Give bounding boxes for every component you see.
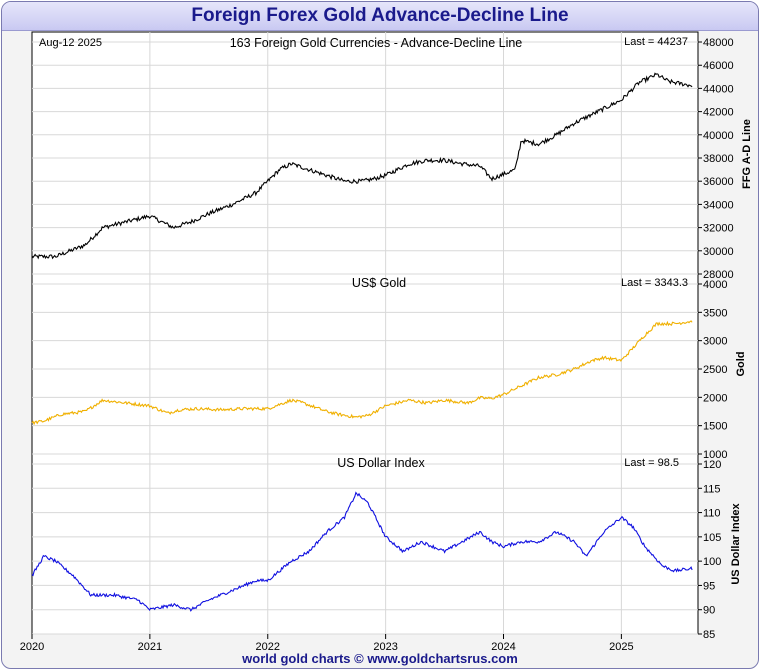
panel3-last: Last = 98.5 xyxy=(624,457,679,469)
footer-credit: world gold charts © www.goldchartsrus.co… xyxy=(242,651,518,666)
y-tick-label-p3: 120 xyxy=(703,459,721,471)
y-tick-label-p1: 32000 xyxy=(703,223,734,235)
y-tick-label-p3: 105 xyxy=(703,532,721,544)
y-tick-label-p2: 1000 xyxy=(703,449,727,461)
series-layer xyxy=(31,72,693,612)
panel3-title: US Dollar Index xyxy=(337,456,425,470)
x-tick-label: 2023 xyxy=(373,641,397,653)
y-tick-label-p3: 95 xyxy=(703,580,715,592)
series-line-ad-line xyxy=(31,72,693,260)
x-tick-label: 2025 xyxy=(609,641,633,653)
date-label: Aug-12 2025 xyxy=(39,37,102,49)
panel-gold xyxy=(31,273,699,455)
y-tick-label-p1: 38000 xyxy=(703,153,734,165)
y-tick-label-p2: 3500 xyxy=(703,307,727,319)
series-line-gold xyxy=(31,320,693,426)
panel1-ylabel: FFG A-D Line xyxy=(741,119,753,189)
chart-title: Foreign Forex Gold Advance-Decline Line xyxy=(191,5,569,26)
panel1-title: 163 Foreign Gold Currencies - Advance-De… xyxy=(230,36,523,50)
grid-layer: 28000 30000 32000 34000 36000 38000 40000 42000… xyxy=(20,32,734,653)
y-tick-label-p3: 115 xyxy=(703,483,721,495)
y-tick-label-p3: 100 xyxy=(703,556,721,568)
x-tick-label: 2021 xyxy=(138,641,162,653)
y-tick-label-p1: 34000 xyxy=(703,199,734,211)
y-tick-label-p1: 30000 xyxy=(703,246,734,258)
y-tick-label-p2: 1500 xyxy=(703,421,727,433)
y-tick-label-p1: 44000 xyxy=(703,83,734,95)
y-tick-label-p1: 46000 xyxy=(703,60,734,72)
panel2-title: US$ Gold xyxy=(352,276,406,290)
panel1-last: Last = 44237 xyxy=(624,36,688,48)
y-tick-label-p1: 42000 xyxy=(703,107,734,119)
y-tick-label-p2: 2500 xyxy=(703,364,727,376)
y-tick-label-p3: 90 xyxy=(703,605,715,617)
y-tick-label-p2: 2000 xyxy=(703,392,727,404)
y-tick-label-p2: 4000 xyxy=(703,279,727,291)
x-tick-label: 2024 xyxy=(491,641,515,653)
panel-ad-line xyxy=(31,31,699,275)
y-tick-label-p1: 48000 xyxy=(703,37,734,49)
y-tick-label-p2: 3000 xyxy=(703,336,727,348)
y-tick-label-p3: 85 xyxy=(703,629,715,641)
panel2-last: Last = 3343.3 xyxy=(621,277,688,289)
y-tick-label-p1: 28000 xyxy=(703,269,734,281)
panel2-ylabel: Gold xyxy=(735,351,747,376)
y-tick-label-p1: 36000 xyxy=(703,176,734,188)
y-tick-label-p1: 40000 xyxy=(703,130,734,142)
panel3-ylabel: US Dollar Index xyxy=(730,502,742,584)
x-tick-label: 2020 xyxy=(20,641,44,653)
title-bar: Foreign Forex Gold Advance-Decline Line xyxy=(2,2,758,31)
x-tick-label: 2022 xyxy=(256,641,280,653)
panel-dollar xyxy=(31,453,699,635)
series-line-dollar xyxy=(31,491,693,612)
y-tick-label-p3: 110 xyxy=(703,508,721,520)
